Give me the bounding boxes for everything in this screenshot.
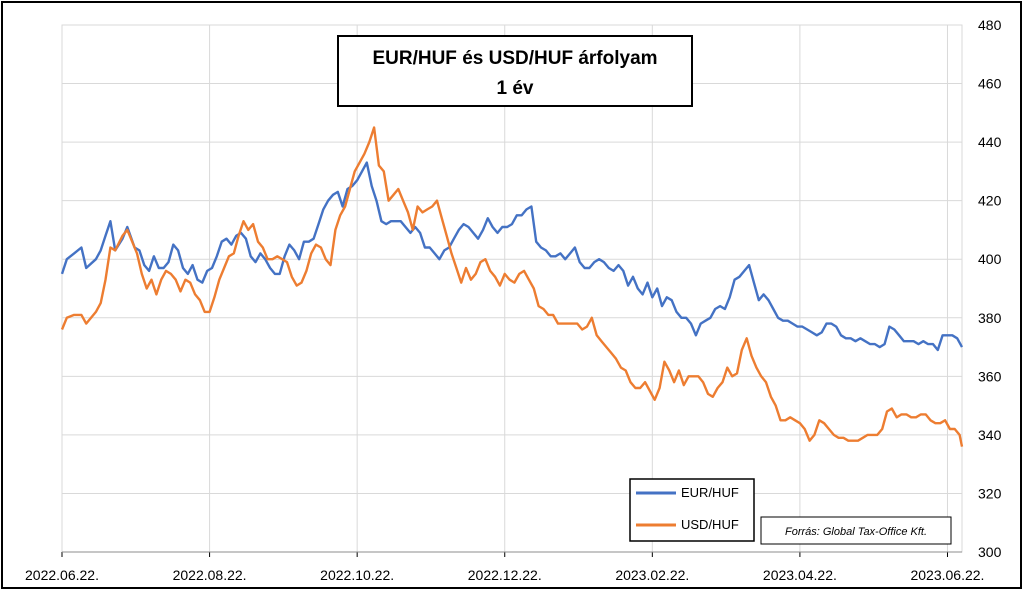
y-tick-label: 420 (978, 193, 1002, 209)
series-line-eur (60, 161, 964, 352)
x-tick-label: 2023.02.22. (615, 567, 689, 583)
legend-label-eur: EUR/HUF (681, 485, 739, 500)
y-tick-label: 300 (978, 544, 1002, 560)
chart-title-box: EUR/HUF és USD/HUF árfolyam 1 év (337, 35, 693, 107)
x-axis-ticks: 2022.06.22. 2022.08.22. 2022.10.22. 2022.12… (25, 551, 984, 583)
chart-title-line2: 1 év (497, 78, 534, 99)
y-tick-label: 380 (978, 310, 1002, 326)
y-tick-label: 440 (978, 134, 1002, 150)
x-tick-label: 2023.04.22. (763, 567, 837, 583)
x-tick-label: 2022.08.22. (173, 567, 247, 583)
source-note: Forrás: Global Tax-Office Kft. (760, 516, 952, 545)
x-tick-label: 2023.06.22. (910, 567, 984, 583)
legend-label-usd: USD/HUF (681, 517, 739, 532)
y-tick-label: 460 (978, 76, 1002, 92)
x-tick-label: 2022.12.22. (468, 567, 542, 583)
series-line-usd (60, 126, 964, 447)
x-tick-label: 2022.10.22. (320, 567, 394, 583)
y-tick-label: 360 (978, 368, 1002, 384)
y-axis-ticks: 300 320 340 360 380 400 420 440 460 480 (978, 17, 1002, 560)
y-tick-label: 400 (978, 251, 1002, 267)
y-tick-label: 480 (978, 17, 1002, 33)
source-text: Forrás: Global Tax-Office Kft. (785, 526, 927, 538)
chart-title-line1: EUR/HUF és USD/HUF árfolyam (372, 48, 657, 69)
legend: EUR/HUF USD/HUF (629, 478, 755, 542)
x-tick-label: 2022.06.22. (25, 567, 99, 583)
y-tick-label: 320 (978, 485, 1002, 501)
series-layer (60, 126, 964, 447)
y-tick-label: 340 (978, 427, 1002, 443)
